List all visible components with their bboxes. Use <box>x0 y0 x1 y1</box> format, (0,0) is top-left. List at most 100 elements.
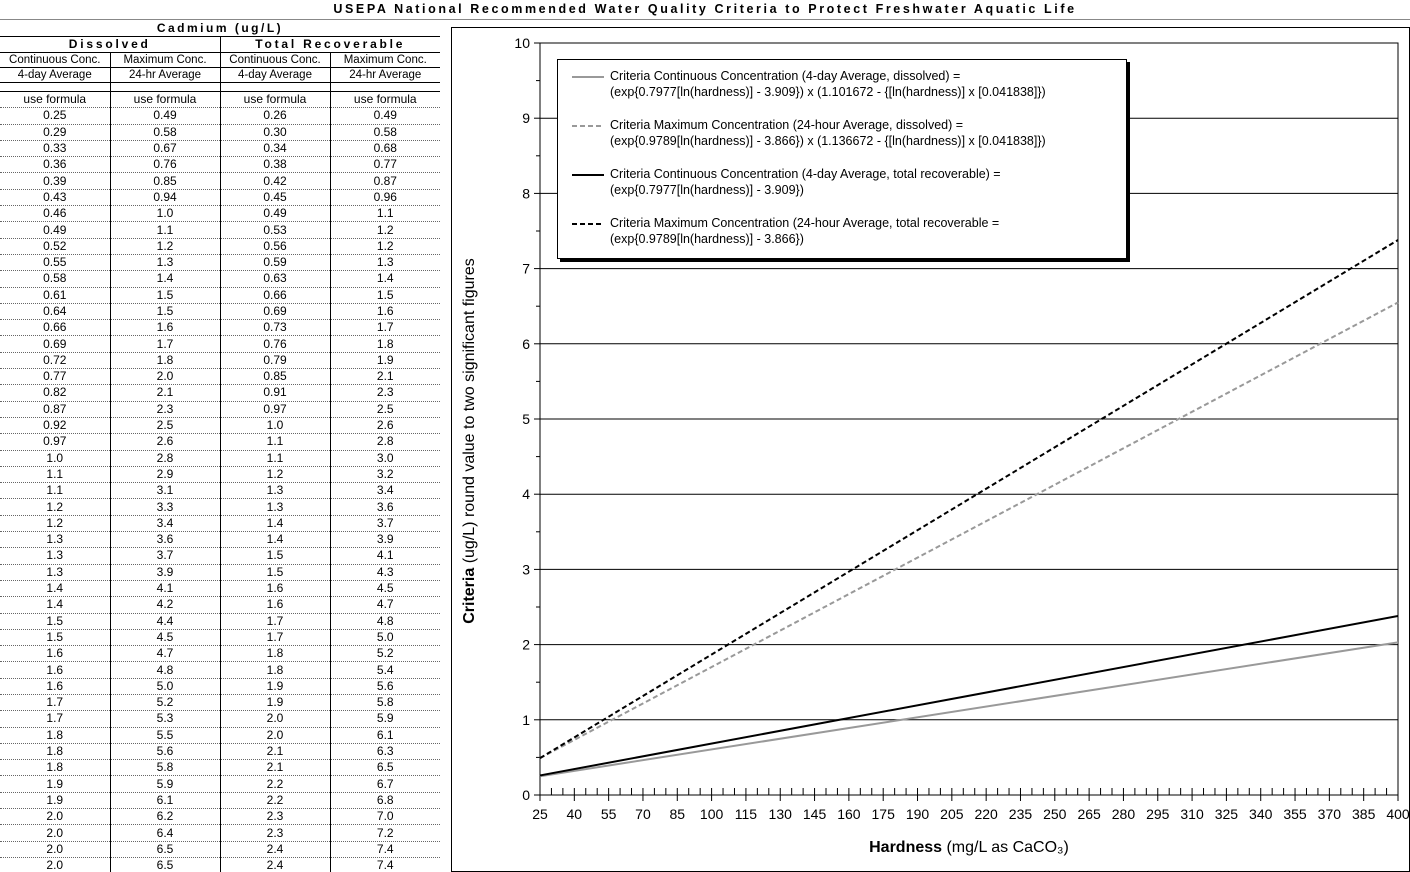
table-cell: 1.5 <box>219 564 330 581</box>
table-cell: 7.2 <box>329 824 440 842</box>
table-row: 1.0 2.8 1.1 3.0 <box>0 450 440 467</box>
table-cell: 1.8 <box>0 759 110 777</box>
table-row: 0.77 2.0 0.85 2.1 <box>0 368 440 386</box>
table-cell: 0.38 <box>219 156 330 174</box>
table-cell: 6.1 <box>329 727 440 744</box>
table-cell: 5.3 <box>109 710 220 728</box>
table-cell: 1.4 <box>0 596 110 614</box>
x-tick-label: 310 <box>1180 806 1204 822</box>
legend-text: Criteria Maximum Concentration (24-hour … <box>610 117 1046 149</box>
table-cell: 0.34 <box>219 140 330 158</box>
table-row: 1.3 3.7 1.5 4.1 <box>0 547 440 565</box>
table-cell: 3.9 <box>329 531 440 549</box>
table-cell: 0.67 <box>109 140 220 158</box>
table-cell: 5.0 <box>109 678 220 695</box>
table-cell: 1.3 <box>329 254 440 272</box>
column-header-line: Continuous Conc. <box>229 54 321 66</box>
table-cell: 4.4 <box>109 613 220 630</box>
table-cell: 1.5 <box>109 303 220 321</box>
table-cell: 0.33 <box>0 140 110 158</box>
table-cell: 0.94 <box>109 189 220 207</box>
column-header-line: Maximum Conc. <box>123 54 207 66</box>
x-tick-label: 205 <box>940 806 964 822</box>
table-cell: 3.9 <box>109 564 220 581</box>
table-row: 1.8 5.8 2.1 6.5 <box>0 759 440 777</box>
table-cell: 3.1 <box>109 482 220 500</box>
table-cell: 2.3 <box>329 384 440 402</box>
x-tick-label: 85 <box>669 806 685 822</box>
table-cell: 3.6 <box>109 531 220 549</box>
y-tick-label: 0 <box>522 787 530 803</box>
table-cell: 4.2 <box>109 596 220 614</box>
legend-item-maximum-dissolved: Criteria Maximum Concentration (24-hour … <box>558 117 1128 153</box>
x-tick-label: 370 <box>1318 806 1342 822</box>
table-cell: 0.59 <box>219 254 330 272</box>
table-cell: 3.2 <box>329 466 440 484</box>
table-row: 1.6 4.8 1.8 5.4 <box>0 661 440 679</box>
table-row: 2.0 6.5 2.4 7.4 <box>0 841 440 858</box>
table-cell: 0.58 <box>109 124 220 141</box>
table-cell: 0.39 <box>0 172 110 190</box>
table-row: 0.97 2.6 1.1 2.8 <box>0 433 440 451</box>
x-tick-label: 145 <box>803 806 827 822</box>
table-cell: 2.1 <box>109 384 220 402</box>
table-row: 1.4 4.2 1.6 4.7 <box>0 596 440 614</box>
table-cell: 4.5 <box>329 580 440 598</box>
table-cell: 0.77 <box>329 156 440 174</box>
table-cell: 1.4 <box>109 270 220 288</box>
table-cell: use formula <box>0 91 110 109</box>
table-row: 1.6 5.0 1.9 5.6 <box>0 678 440 695</box>
table-cell: 2.0 <box>0 824 110 842</box>
table-cell: 4.7 <box>329 596 440 614</box>
table-cell: 6.2 <box>109 808 220 826</box>
legend-text-line: Criteria Continuous Concentration (4-day… <box>610 69 961 83</box>
table-cell: 0.43 <box>0 189 110 207</box>
table-cell: 1.3 <box>219 482 330 500</box>
table-cell: 1.7 <box>219 629 330 647</box>
table-cell: 1.9 <box>219 694 330 712</box>
table-row: 1.5 4.5 1.7 5.0 <box>0 629 440 647</box>
table-cell: 0.66 <box>0 319 110 337</box>
table-cell: 6.4 <box>109 824 220 842</box>
table-row: 0.52 1.2 0.56 1.2 <box>0 238 440 255</box>
table-cell: 0.61 <box>0 287 110 304</box>
table-cell: 4.1 <box>329 547 440 565</box>
table-row: 1.6 4.7 1.8 5.2 <box>0 645 440 663</box>
table-cell: 1.8 <box>0 743 110 761</box>
legend-swatch <box>572 76 604 78</box>
table-cell: 0.63 <box>219 270 330 288</box>
table-cell: 2.0 <box>109 368 220 386</box>
table-row: 1.3 3.9 1.5 4.3 <box>0 564 440 581</box>
table-cell: 2.2 <box>219 775 330 793</box>
table-row: 0.66 1.6 0.73 1.7 <box>0 319 440 337</box>
table-row: 2.0 6.5 2.4 7.4 <box>0 857 440 872</box>
table-cell: 6.5 <box>329 759 440 777</box>
x-tick-label: 40 <box>567 806 583 822</box>
table-cell: 5.4 <box>329 661 440 679</box>
table-cell: 0.46 <box>0 205 110 223</box>
x-tick-label: 250 <box>1043 806 1067 822</box>
table-cell: 1.7 <box>0 710 110 728</box>
table-cell: 0.64 <box>0 303 110 321</box>
x-tick-label: 190 <box>906 806 930 822</box>
table-cell: 1.2 <box>0 498 110 516</box>
table-cell: 1.1 <box>109 221 220 239</box>
series-line-continuous-total-recoverable <box>539 615 1399 777</box>
table-cell: 1.2 <box>219 466 330 484</box>
table-cell: 1.7 <box>219 613 330 630</box>
table-cell: 1.5 <box>329 287 440 304</box>
y-tick-label: 7 <box>522 261 530 277</box>
table-cell: 1.6 <box>0 645 110 663</box>
table-cell: 1.3 <box>0 564 110 581</box>
table-cell: 1.7 <box>0 694 110 712</box>
table-cell: 0.53 <box>219 221 330 239</box>
chart-legend: Criteria Continuous Concentration (4-day… <box>557 59 1127 259</box>
table-cell: 0.92 <box>0 417 110 435</box>
table-cell: 0.45 <box>219 189 330 207</box>
table-cell: 0.82 <box>0 384 110 402</box>
table-cell: 0.85 <box>219 368 330 386</box>
x-axis-label: Hardness (mg/L as CaCO₃) <box>540 839 1398 857</box>
table-cell: 1.9 <box>0 792 110 810</box>
column-header: Maximum Conc. 24-hr Average <box>109 52 220 83</box>
